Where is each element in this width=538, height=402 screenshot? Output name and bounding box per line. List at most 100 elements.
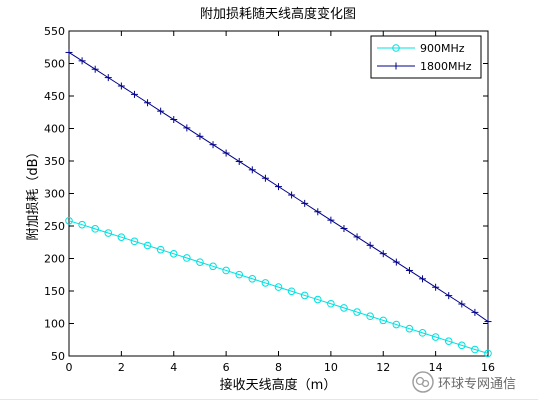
data-point: [366, 241, 374, 249]
data-point: [143, 241, 152, 250]
data-point: [274, 283, 283, 291]
chart-title: 附加损耗随天线高度变化图: [200, 6, 356, 22]
data-point: [196, 132, 204, 140]
data-point: [156, 245, 165, 254]
data-point: [235, 157, 243, 165]
legend-item: 1800MHz: [377, 60, 472, 73]
data-point: [301, 199, 309, 207]
series-900mhz: [65, 217, 492, 358]
data-point: [432, 283, 440, 291]
data-point: [379, 250, 387, 258]
data-point: [144, 99, 152, 107]
data-point: [458, 300, 466, 308]
data-point: [117, 82, 125, 90]
data-point: [353, 308, 361, 316]
y-tick-label: 500: [44, 58, 65, 71]
data-point: [300, 291, 309, 300]
y-tick-label: 50: [51, 350, 65, 363]
data-point: [314, 208, 322, 216]
data-point: [248, 166, 256, 174]
y-tick-label: 300: [44, 188, 65, 201]
data-point: [91, 225, 99, 233]
data-point: [235, 270, 244, 279]
data-point: [340, 304, 348, 312]
x-axis-label: 接收天线高度（m）: [220, 377, 337, 393]
data-point: [419, 275, 427, 283]
x-tick-label: 2: [118, 361, 125, 374]
data-point: [405, 324, 414, 333]
x-tick-label: 4: [170, 361, 177, 374]
x-tick-label: 10: [324, 361, 338, 374]
watermark: 环球专网通信: [412, 371, 516, 393]
data-point: [392, 320, 401, 329]
data-point: [444, 337, 453, 345]
data-point: [130, 237, 139, 246]
data-point: [169, 250, 178, 258]
legend-marker: [392, 62, 400, 70]
data-point: [471, 345, 479, 354]
data-point: [183, 124, 191, 132]
legend-box: [370, 35, 482, 79]
legend-marker: [392, 44, 400, 52]
watermark-text: 环球专网通信: [438, 376, 517, 392]
data-point: [418, 329, 427, 337]
y-tick-label: 350: [44, 155, 65, 168]
data-point: [65, 217, 73, 225]
data-point: [65, 48, 73, 56]
legend-label: 1800MHz: [420, 60, 472, 73]
legend-item: 900MHz: [377, 42, 465, 55]
data-point: [78, 220, 86, 229]
y-tick-label: 150: [44, 285, 65, 298]
y-tick-label: 100: [44, 318, 65, 331]
data-point: [157, 107, 165, 115]
x-tick-label: 16: [481, 361, 495, 374]
data-point: [366, 312, 374, 321]
series-1800mhz: [65, 48, 492, 326]
data-point: [379, 316, 388, 325]
data-point: [484, 318, 492, 326]
x-tick-label: 14: [429, 361, 443, 374]
data-point: [222, 149, 230, 157]
x-tick-label: 8: [275, 361, 282, 374]
data-point: [431, 333, 440, 341]
plot-area: [68, 30, 489, 357]
x-tick-label: 6: [223, 361, 230, 374]
data-point: [405, 266, 413, 274]
series-line: [68, 220, 489, 354]
data-point: [275, 183, 282, 191]
data-point: [471, 308, 479, 316]
wechat-logo-icon: [412, 371, 434, 393]
x-tick-label: 0: [66, 361, 73, 374]
data-point: [261, 279, 270, 287]
y-tick-label: 450: [44, 90, 65, 103]
data-point: [91, 65, 99, 73]
data-point: [78, 57, 86, 65]
legend-label: 900MHz: [420, 42, 465, 55]
data-point: [209, 141, 217, 149]
data-point: [313, 295, 322, 304]
data-point: [104, 229, 113, 237]
data-point: [392, 258, 400, 266]
y-axis: 50 100 150 200 250 300 350 400 450 500 550: [44, 25, 488, 363]
bottom-divider: [0, 399, 538, 400]
data-point: [248, 274, 257, 283]
data-point: [340, 225, 348, 233]
data-point: [445, 292, 453, 300]
y-tick-label: 250: [44, 220, 65, 233]
data-point: [287, 287, 296, 296]
data-point: [170, 116, 178, 124]
data-point: [196, 258, 204, 266]
data-point: [353, 233, 361, 241]
legend: 900MHz 1800MHz: [370, 35, 482, 79]
x-axis: 0 2 4 6 8 10 12 14 16: [66, 31, 495, 374]
data-point: [104, 74, 112, 82]
x-tick-label: 12: [376, 361, 390, 374]
data-point: [484, 349, 492, 358]
data-point: [183, 254, 191, 262]
data-point: [222, 266, 230, 275]
y-tick-label: 550: [44, 25, 65, 38]
y-tick-label: 400: [44, 123, 65, 136]
data-point: [261, 174, 269, 182]
series-layer: [65, 48, 492, 358]
